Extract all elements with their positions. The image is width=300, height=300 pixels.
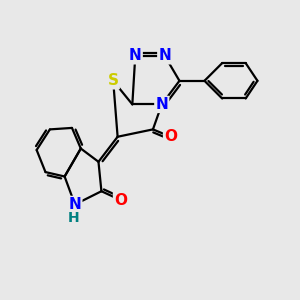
Text: N: N xyxy=(129,48,142,63)
Text: O: O xyxy=(164,129,177,144)
Text: O: O xyxy=(114,193,127,208)
Text: N: N xyxy=(68,197,81,212)
Text: N: N xyxy=(155,97,168,112)
Text: N: N xyxy=(158,48,171,63)
Text: H: H xyxy=(68,211,79,225)
Text: S: S xyxy=(108,73,119,88)
